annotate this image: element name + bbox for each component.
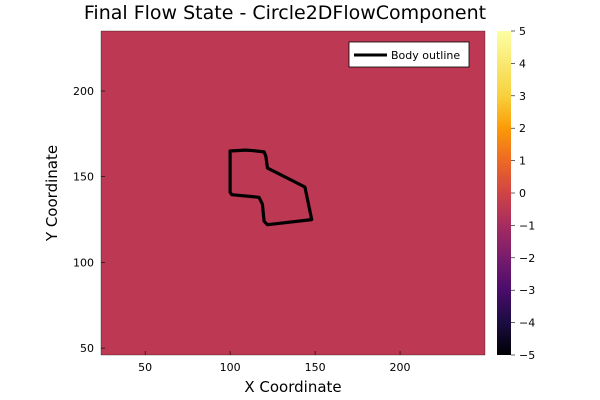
legend: Body outline [348,41,470,68]
flow-field [101,31,485,355]
y-axis-label: Y Coordinate [43,145,61,242]
y-tick-label: 200 [73,85,94,98]
colorbar-tick-label: 1 [519,155,526,168]
x-tick-label: 100 [220,361,241,374]
plot-frame [100,30,486,356]
colorbar-tick-label: −5 [519,349,535,362]
colorbar-tick-label: 5 [519,25,526,38]
colorbar-tick-label: 2 [519,122,526,135]
y-tick-label: 100 [73,256,94,269]
y-tick-label: 50 [80,342,94,355]
colorbar-ticks: −5 −4 −3 −2 −1 0 1 2 3 4 5 [511,25,535,362]
x-axis-label: X Coordinate [244,378,341,396]
x-tick-label: 150 [305,361,326,374]
y-axis-ticks: 50 100 150 200 [73,85,105,355]
colorbar-tick-label: 3 [519,90,526,103]
colorbar-tick-label: −4 [519,317,535,330]
x-tick-label: 50 [138,361,152,374]
chart-title: Final Flow State - Circle2DFlowComponent [84,2,486,24]
colorbar [497,31,511,355]
colorbar-tick-label: 0 [519,187,526,200]
y-tick-label: 150 [73,171,94,184]
x-tick-label: 200 [390,361,411,374]
series-line-body-outline [228,148,314,227]
body-outline-layer [228,148,314,227]
x-axis-ticks: 50 100 150 200 [138,351,411,374]
colorbar-tick-label: 4 [519,57,526,70]
colorbar-tick-label: −1 [519,219,535,232]
colorbar-tick-label: −3 [519,284,535,297]
colorbar-tick-label: −2 [519,252,535,265]
legend-entry-body-outline: Body outline [391,49,460,62]
